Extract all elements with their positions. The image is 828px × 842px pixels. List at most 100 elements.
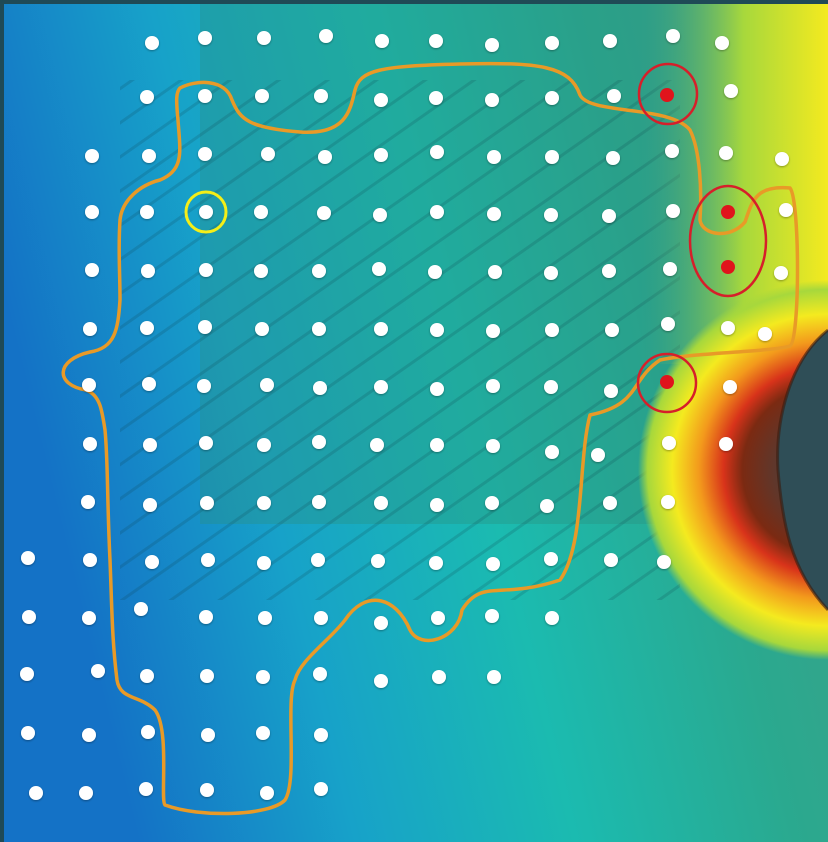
sample-point[interactable] [81, 495, 95, 509]
sample-point[interactable] [774, 266, 788, 280]
sample-point[interactable] [198, 31, 212, 45]
sample-point[interactable] [430, 498, 444, 512]
sample-point[interactable] [486, 379, 500, 393]
sample-point[interactable] [545, 150, 559, 164]
sample-point[interactable] [604, 553, 618, 567]
sample-point[interactable] [20, 667, 34, 681]
sample-point[interactable] [312, 495, 326, 509]
sample-point[interactable] [544, 552, 558, 566]
sample-point[interactable] [487, 150, 501, 164]
sample-point[interactable] [430, 382, 444, 396]
selected-point-ring[interactable] [184, 190, 228, 234]
sample-point[interactable] [142, 149, 156, 163]
sample-point[interactable] [197, 379, 211, 393]
sample-point[interactable] [312, 435, 326, 449]
sample-point[interactable] [314, 89, 328, 103]
sample-point[interactable] [544, 266, 558, 280]
sample-point[interactable] [372, 262, 386, 276]
sample-point[interactable] [374, 496, 388, 510]
sample-point[interactable] [200, 783, 214, 797]
sample-point[interactable] [200, 496, 214, 510]
sample-point[interactable] [663, 262, 677, 276]
sample-point[interactable] [313, 667, 327, 681]
sample-point[interactable] [487, 207, 501, 221]
sample-point[interactable] [83, 553, 97, 567]
sample-point[interactable] [255, 322, 269, 336]
sample-point[interactable] [779, 203, 793, 217]
sample-point[interactable] [318, 150, 332, 164]
sample-point[interactable] [715, 36, 729, 50]
sample-point[interactable] [145, 36, 159, 50]
sample-point[interactable] [256, 726, 270, 740]
sample-point[interactable] [488, 265, 502, 279]
sample-point[interactable] [312, 264, 326, 278]
sample-point[interactable] [605, 323, 619, 337]
sample-point[interactable] [428, 265, 442, 279]
sample-point[interactable] [666, 204, 680, 218]
sample-point[interactable] [314, 611, 328, 625]
sample-point[interactable] [374, 380, 388, 394]
sample-point[interactable] [657, 555, 671, 569]
sample-point[interactable] [607, 89, 621, 103]
sample-point[interactable] [432, 670, 446, 684]
sample-point[interactable] [485, 38, 499, 52]
sample-point[interactable] [545, 36, 559, 50]
sample-point[interactable] [140, 205, 154, 219]
sample-point[interactable] [257, 31, 271, 45]
sample-point[interactable] [374, 616, 388, 630]
sample-point[interactable] [486, 557, 500, 571]
sample-point[interactable] [485, 609, 499, 623]
sample-point[interactable] [544, 208, 558, 222]
sample-point[interactable] [429, 34, 443, 48]
sample-point[interactable] [85, 205, 99, 219]
sample-point[interactable] [485, 496, 499, 510]
sample-point[interactable] [721, 321, 735, 335]
sample-point[interactable] [314, 728, 328, 742]
sample-point[interactable] [140, 669, 154, 683]
sample-point[interactable] [82, 378, 96, 392]
sample-point[interactable] [21, 726, 35, 740]
sample-point[interactable] [142, 377, 156, 391]
sample-point[interactable] [429, 91, 443, 105]
sample-point[interactable] [661, 495, 675, 509]
sample-point[interactable] [430, 205, 444, 219]
sample-point[interactable] [313, 381, 327, 395]
sample-point[interactable] [85, 263, 99, 277]
sample-point[interactable] [485, 93, 499, 107]
sample-point[interactable] [591, 448, 605, 462]
sample-point[interactable] [257, 496, 271, 510]
sample-point[interactable] [374, 322, 388, 336]
sample-point[interactable] [371, 554, 385, 568]
sample-point[interactable] [545, 323, 559, 337]
sample-point[interactable] [141, 725, 155, 739]
sample-point[interactable] [373, 208, 387, 222]
flagged-sample-point[interactable] [721, 205, 735, 219]
sample-point[interactable] [661, 317, 675, 331]
sample-point[interactable] [430, 323, 444, 337]
flagged-sample-point[interactable] [721, 260, 735, 274]
sample-point[interactable] [545, 91, 559, 105]
sample-point[interactable] [429, 556, 443, 570]
sample-point[interactable] [374, 148, 388, 162]
sample-point[interactable] [540, 499, 554, 513]
sample-point[interactable] [198, 320, 212, 334]
selected-sample-point[interactable] [199, 205, 213, 219]
sample-point[interactable] [602, 264, 616, 278]
sample-point[interactable] [254, 264, 268, 278]
sample-point[interactable] [719, 437, 733, 451]
sample-point[interactable] [430, 438, 444, 452]
sample-point[interactable] [260, 786, 274, 800]
sample-point[interactable] [255, 89, 269, 103]
sample-point[interactable] [317, 206, 331, 220]
sample-point[interactable] [258, 611, 272, 625]
flagged-sample-point[interactable] [660, 88, 674, 102]
sample-point[interactable] [666, 29, 680, 43]
sample-point[interactable] [312, 322, 326, 336]
sample-point[interactable] [431, 611, 445, 625]
sample-point[interactable] [198, 89, 212, 103]
sample-point[interactable] [370, 438, 384, 452]
sample-point[interactable] [82, 611, 96, 625]
sample-point[interactable] [91, 664, 105, 678]
sample-point[interactable] [140, 90, 154, 104]
sample-point[interactable] [311, 553, 325, 567]
